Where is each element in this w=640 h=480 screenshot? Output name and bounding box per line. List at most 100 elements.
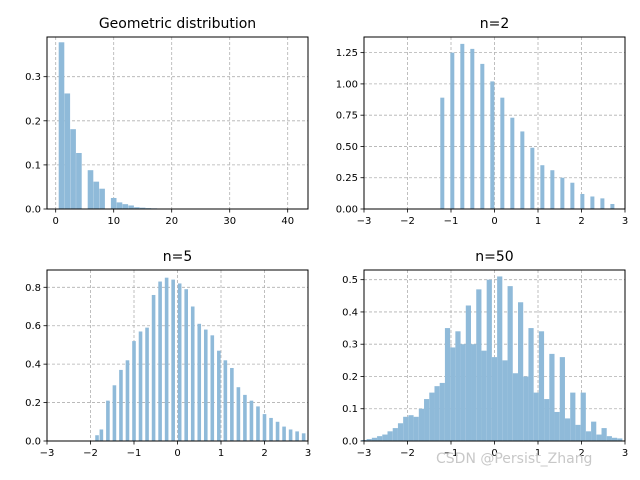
bar <box>512 373 518 441</box>
bar <box>590 196 595 209</box>
bar <box>210 335 215 441</box>
bar <box>500 97 505 209</box>
y-tick-label: 0.1 <box>342 404 358 415</box>
bar <box>580 193 585 209</box>
bar <box>523 376 529 441</box>
bar <box>58 42 65 209</box>
bar <box>528 328 534 441</box>
bar <box>158 281 162 441</box>
bar <box>128 205 134 209</box>
x-tick-label: 40 <box>281 216 294 227</box>
bar <box>540 165 545 209</box>
bar <box>269 417 273 441</box>
bar <box>87 170 94 209</box>
bar <box>145 327 149 441</box>
bar <box>403 416 409 441</box>
y-tick-label: 0.3 <box>342 340 358 351</box>
bar <box>518 302 524 441</box>
bar <box>544 399 550 441</box>
bar <box>112 385 117 441</box>
bar <box>491 357 498 441</box>
y-tick-label: 0.3 <box>25 72 41 83</box>
bar <box>197 323 202 441</box>
bar <box>434 386 440 441</box>
x-tick-label: 2 <box>578 216 584 227</box>
chart-title: n=5 <box>163 249 193 265</box>
subplot-3: −3 −2 −1 0 1 2 3 0.0 0.2 0.4 0.6 0.8 n=5 <box>25 249 311 459</box>
bar <box>606 436 612 441</box>
bar <box>377 436 383 441</box>
bar <box>125 360 130 441</box>
bar <box>429 392 435 441</box>
x-tick-label: 3 <box>622 448 628 459</box>
y-tick-label: 0.75 <box>336 111 358 122</box>
bar <box>418 408 425 441</box>
y-tick-label: 0.00 <box>336 205 358 216</box>
bar <box>64 93 71 209</box>
bar <box>106 400 110 441</box>
bar <box>538 331 545 441</box>
bar <box>256 406 260 441</box>
chart-title: n=2 <box>480 16 510 32</box>
bar <box>600 198 605 209</box>
bar <box>444 328 451 441</box>
y-tick-label: 0.2 <box>342 372 358 383</box>
bar <box>262 414 267 441</box>
bar <box>465 305 471 441</box>
x-tick-label: 2 <box>578 448 584 459</box>
y-tick-label: 0.0 <box>342 437 358 448</box>
bar <box>570 392 576 441</box>
bar <box>502 360 508 441</box>
y-tick-label: 0.5 <box>342 275 358 286</box>
bar <box>530 147 535 209</box>
bar <box>560 177 565 209</box>
y-tick-label: 0.6 <box>25 321 41 332</box>
x-tick-label: 0 <box>53 216 59 227</box>
bar <box>249 400 254 441</box>
x-tick-label: 3 <box>305 448 311 459</box>
bar <box>450 52 455 209</box>
bar <box>601 428 607 441</box>
bar <box>424 399 430 441</box>
bar <box>507 286 513 441</box>
x-tick-label: 1 <box>535 216 541 227</box>
x-tick-label: 0 <box>491 448 497 459</box>
bar <box>460 43 465 209</box>
x-tick-label: −1 <box>444 216 459 227</box>
bar <box>610 203 615 209</box>
bar <box>95 435 99 441</box>
bar <box>177 283 182 441</box>
bar <box>481 350 487 441</box>
bar <box>585 431 592 441</box>
bar <box>450 347 456 441</box>
x-tick-label: −3 <box>357 448 372 459</box>
bar <box>295 431 299 441</box>
x-tick-label: 1 <box>535 448 541 459</box>
y-tick-label: 0.4 <box>342 307 358 318</box>
y-tick-label: 0.4 <box>25 360 41 371</box>
bar <box>497 276 503 441</box>
axes-frame <box>46 36 309 210</box>
bar <box>440 97 445 209</box>
bar <box>282 426 286 441</box>
chart-title: n=50 <box>475 249 513 265</box>
x-tick-label: 30 <box>223 216 236 227</box>
bar <box>382 434 388 441</box>
x-tick-label: 20 <box>165 216 178 227</box>
x-tick-label: 3 <box>622 216 628 227</box>
bar <box>617 438 623 441</box>
x-tick-label: −3 <box>357 216 372 227</box>
bar <box>596 434 602 441</box>
bar <box>575 424 581 441</box>
bar <box>510 117 515 209</box>
y-tick-label: 0.50 <box>336 142 358 153</box>
bar <box>611 437 618 441</box>
bar <box>570 182 575 209</box>
x-tick-label: 10 <box>107 216 120 227</box>
subplot-2: −3 −2 −1 0 1 2 3 0.00 0.25 0.50 0.75 1.00 1.25 n=2 <box>336 16 628 227</box>
bar <box>591 421 597 441</box>
x-tick-label: −2 <box>83 448 98 459</box>
bar <box>480 63 485 209</box>
bar <box>392 428 398 441</box>
bar <box>230 367 234 441</box>
